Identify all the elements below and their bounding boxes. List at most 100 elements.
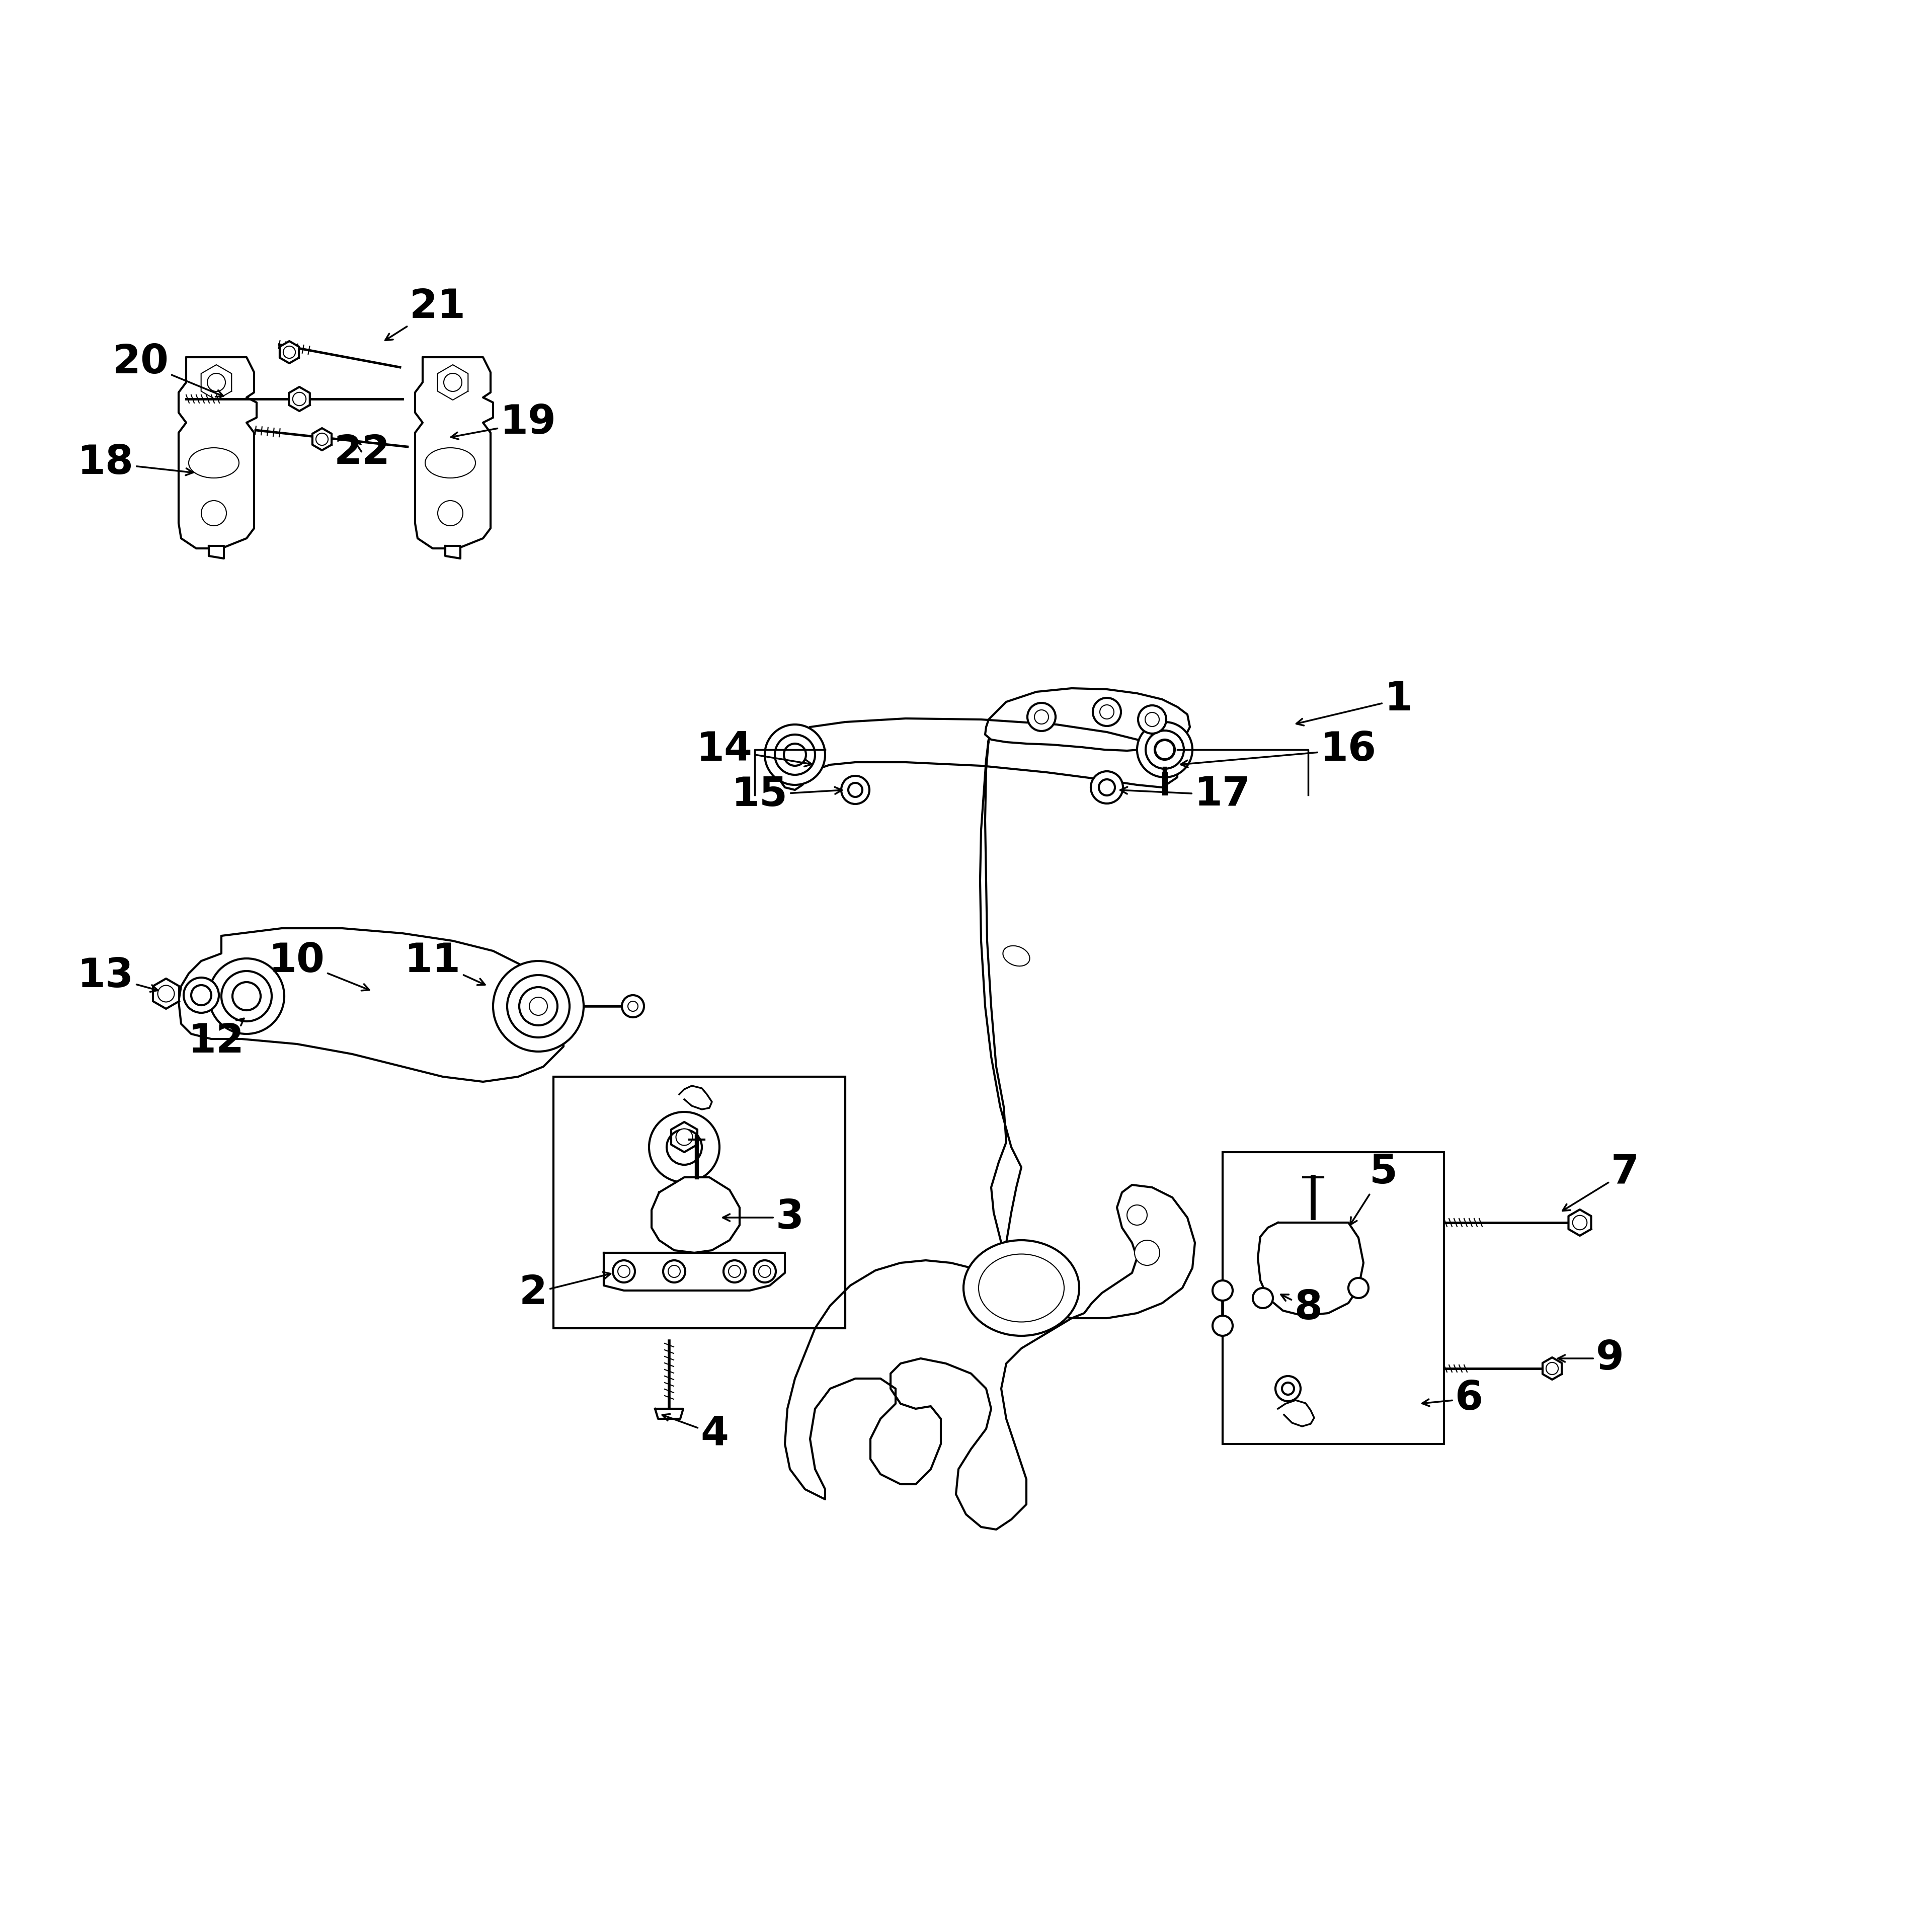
Circle shape (222, 972, 272, 1022)
Text: 6: 6 (1422, 1379, 1484, 1418)
Text: 1: 1 (1296, 680, 1412, 726)
Circle shape (1546, 1362, 1559, 1374)
Polygon shape (178, 357, 257, 549)
Ellipse shape (980, 1254, 1065, 1321)
Polygon shape (209, 547, 224, 558)
Circle shape (667, 1130, 701, 1165)
Text: 12: 12 (187, 1018, 245, 1061)
Circle shape (439, 500, 464, 526)
Circle shape (728, 1265, 740, 1277)
Circle shape (1283, 1383, 1294, 1395)
Polygon shape (670, 1122, 697, 1151)
Polygon shape (415, 357, 493, 549)
Polygon shape (444, 547, 460, 558)
Polygon shape (1542, 1358, 1561, 1379)
Circle shape (1138, 705, 1167, 734)
Polygon shape (1569, 1209, 1592, 1236)
Circle shape (317, 433, 328, 444)
Polygon shape (280, 342, 299, 363)
Circle shape (158, 985, 174, 1003)
Circle shape (232, 981, 261, 1010)
Text: 18: 18 (77, 442, 193, 483)
Circle shape (1213, 1281, 1233, 1300)
Ellipse shape (964, 1240, 1080, 1335)
Circle shape (676, 1128, 692, 1146)
Circle shape (1146, 713, 1159, 726)
Text: 15: 15 (732, 775, 842, 815)
Circle shape (209, 958, 284, 1034)
Polygon shape (784, 740, 1072, 1530)
Circle shape (649, 1113, 719, 1182)
Circle shape (1134, 1240, 1159, 1265)
Text: 4: 4 (663, 1414, 728, 1453)
Text: 10: 10 (269, 941, 369, 991)
Circle shape (618, 1265, 630, 1277)
Bar (1223, 1151, 1443, 1443)
Circle shape (529, 997, 547, 1016)
Text: 22: 22 (334, 433, 390, 473)
Ellipse shape (425, 448, 475, 477)
Circle shape (1275, 1376, 1300, 1401)
Bar (553, 1076, 846, 1329)
Circle shape (765, 725, 825, 784)
Polygon shape (779, 719, 1177, 790)
Circle shape (444, 373, 462, 392)
Polygon shape (1072, 1184, 1194, 1318)
Polygon shape (651, 1177, 740, 1252)
Text: 2: 2 (520, 1271, 611, 1312)
Circle shape (1126, 1206, 1148, 1225)
Polygon shape (178, 927, 564, 1082)
Circle shape (207, 373, 226, 392)
Circle shape (520, 987, 558, 1026)
Text: 11: 11 (404, 941, 485, 985)
Circle shape (284, 346, 296, 357)
Text: 5: 5 (1350, 1153, 1397, 1225)
Circle shape (612, 1260, 636, 1283)
Text: 9: 9 (1557, 1339, 1625, 1378)
Circle shape (622, 995, 643, 1018)
Circle shape (775, 734, 815, 775)
Circle shape (840, 777, 869, 804)
Text: 19: 19 (450, 404, 556, 442)
Circle shape (723, 1260, 746, 1283)
Polygon shape (603, 1252, 784, 1291)
Circle shape (1028, 703, 1055, 730)
Circle shape (1573, 1215, 1586, 1231)
Text: 13: 13 (77, 956, 158, 995)
Circle shape (184, 978, 218, 1012)
Circle shape (1146, 730, 1184, 769)
Ellipse shape (1003, 947, 1030, 966)
Circle shape (294, 392, 305, 406)
Circle shape (493, 960, 583, 1051)
Circle shape (201, 500, 226, 526)
Circle shape (1155, 740, 1175, 759)
Circle shape (759, 1265, 771, 1277)
Circle shape (1092, 771, 1122, 804)
Circle shape (848, 782, 862, 796)
Text: 16: 16 (1180, 730, 1378, 769)
Ellipse shape (189, 448, 240, 477)
Circle shape (1099, 779, 1115, 796)
Circle shape (663, 1260, 686, 1283)
Circle shape (1099, 705, 1115, 719)
Text: 14: 14 (696, 730, 811, 769)
Circle shape (1094, 697, 1121, 726)
Text: 8: 8 (1281, 1289, 1321, 1327)
Text: 7: 7 (1563, 1153, 1638, 1211)
Circle shape (1138, 723, 1192, 777)
Polygon shape (153, 980, 180, 1009)
Polygon shape (655, 1408, 684, 1418)
Text: 21: 21 (384, 288, 466, 340)
Circle shape (668, 1265, 680, 1277)
Circle shape (1155, 740, 1175, 759)
Polygon shape (985, 688, 1190, 752)
Circle shape (1349, 1277, 1368, 1298)
Circle shape (1213, 1316, 1233, 1335)
Circle shape (1252, 1289, 1273, 1308)
Text: 17: 17 (1121, 775, 1250, 815)
Text: 3: 3 (723, 1198, 804, 1236)
Circle shape (628, 1001, 638, 1010)
Circle shape (506, 976, 570, 1037)
Text: 20: 20 (112, 342, 224, 396)
Polygon shape (201, 365, 232, 400)
